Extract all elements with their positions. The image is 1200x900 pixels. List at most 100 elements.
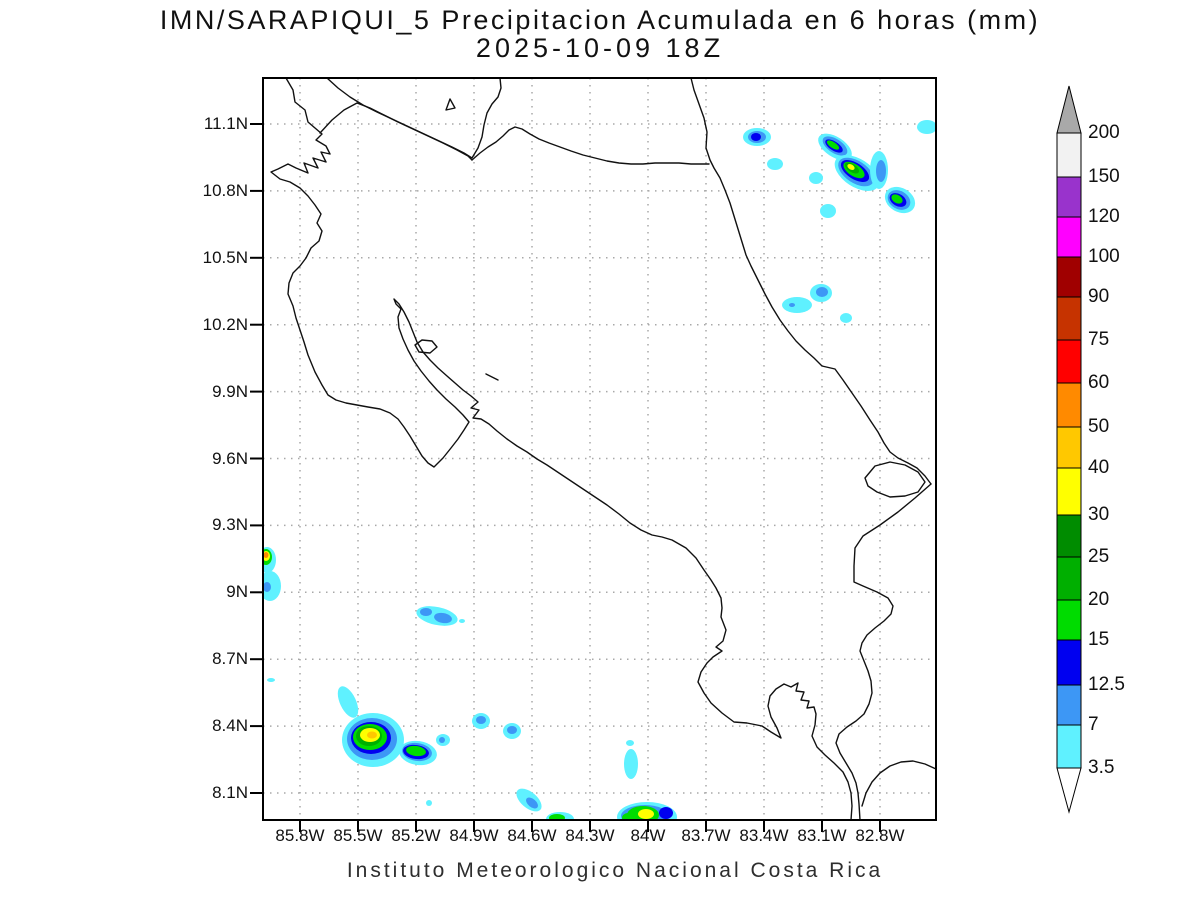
precip-cell-cyan (459, 619, 465, 623)
lat-tick-label: 10.8N (202, 180, 248, 200)
colorbar-tick-label: 100 (1088, 246, 1120, 267)
colorbar-segment (1056, 382, 1082, 428)
lon-tick-label: 82.8W (855, 826, 905, 845)
precip-cell-blue (816, 287, 828, 297)
precip-cell-green (622, 813, 634, 820)
pacific-coastline (270, 78, 853, 820)
precip-cell-green (891, 194, 903, 204)
chart-date-label: 2025-10-09 18Z (475, 33, 725, 63)
colorbar-segment (1056, 556, 1082, 601)
lon-tick-label: 83.1W (797, 826, 847, 845)
lon-tick-label: 85.2W (391, 826, 441, 845)
precip-cell-cyan (426, 800, 432, 806)
colorbar-segment (1056, 132, 1082, 178)
precip-cell-cyan (263, 571, 281, 601)
source-attribution: Instituto Meteorologico Nacional Costa R… (346, 859, 884, 882)
precip-cell-dblue (751, 133, 761, 141)
colorbar-tick-label: 200 (1088, 122, 1120, 143)
colorbar-segment (1056, 216, 1082, 258)
precip-cell-cyan (267, 678, 275, 682)
colorbar-tick-label: 20 (1088, 589, 1110, 610)
colorbar-arrow-down (1056, 767, 1082, 814)
colorbar-segment (1056, 426, 1082, 469)
colorbar-segment (1056, 256, 1082, 298)
colorbar-tick-label: 40 (1088, 457, 1110, 478)
colorbar-tick-label: 150 (1088, 166, 1120, 187)
precip-cell-green (549, 814, 565, 820)
colorbar-tick-label: 7 (1088, 714, 1099, 735)
precip-cell-cyan (840, 313, 852, 323)
nicaragua-border-line (319, 102, 473, 161)
colorbar-segment (1056, 339, 1082, 384)
precip-cell-cyan (782, 297, 812, 313)
precip-cell-green (826, 140, 840, 150)
colorbar-segment (1056, 467, 1082, 516)
lat-tick-label: 10.5N (202, 247, 248, 267)
colorbar-segment (1056, 724, 1082, 769)
colorbar-tick-label: 50 (1088, 416, 1110, 437)
precip-cell-cyan (767, 158, 783, 170)
lat-tick-label: 9.3N (212, 515, 248, 535)
lake-island-outline (445, 98, 456, 111)
precip-cell-blue (434, 612, 452, 624)
lon-tick-label: 83.7W (681, 826, 731, 845)
chart-title: IMN/SARAPIQUI_5 Precipitacion Acumulada … (159, 5, 1041, 35)
precip-cell-cyan (917, 120, 936, 134)
colorbar-segment (1056, 639, 1082, 686)
panama-pacific-coastline (861, 760, 936, 807)
lat-tick-label: 10.2N (202, 314, 248, 334)
lat-tick-label: 9N (226, 582, 248, 602)
colorbar-tick-label: 120 (1088, 206, 1120, 227)
plot-border (262, 77, 937, 821)
lat-tick-label: 11.1N (203, 114, 248, 133)
precip-cell-yellow (847, 163, 855, 171)
lat-tick-label: 8.4N (212, 716, 248, 736)
colorbar-tick-label: 90 (1088, 286, 1110, 307)
colorbar (1056, 85, 1082, 814)
colorbar-segment (1056, 599, 1082, 641)
precip-cell-orange (263, 552, 269, 558)
colorbar-segment (1056, 296, 1082, 341)
graticule-gridlines (263, 78, 936, 820)
lat-tick-label: 9.9N (212, 381, 248, 401)
axis-ticks (250, 123, 881, 832)
colorbar-tick-label: 75 (1088, 329, 1110, 350)
precip-cell-blue (876, 160, 886, 182)
lon-tick-label: 85.8W (275, 826, 325, 845)
colorbar-tick-label: 30 (1088, 504, 1110, 525)
precipitation-cells (263, 120, 936, 820)
colorbar-arrow-up (1056, 85, 1082, 134)
colorbar-segment (1056, 176, 1082, 218)
precip-cell-cyan (337, 686, 359, 718)
lake-nicaragua-shoreline (326, 78, 502, 159)
coastline-layer (270, 78, 936, 820)
precip-cell-yellow (638, 809, 654, 819)
lon-tick-label: 84W (630, 826, 666, 845)
lon-tick-label: 84.3W (565, 826, 615, 845)
colorbar-segment (1056, 514, 1082, 558)
precip-cell-blue (476, 716, 486, 724)
precip-cell-cyan (809, 172, 823, 184)
lon-tick-label: 84.9W (449, 826, 499, 845)
colorbar-tick-label: 3.5 (1088, 757, 1115, 778)
caribbean-coastline (690, 78, 932, 485)
precip-cell-blue (263, 582, 271, 592)
precip-cell-cyan (626, 740, 634, 746)
lat-tick-label: 8.7N (212, 649, 248, 669)
panama-border-line (835, 483, 932, 820)
colorbar-tick-label: 60 (1088, 372, 1110, 393)
colorbar-segment (1056, 684, 1082, 726)
precip-cell-green (406, 745, 426, 757)
lon-tick-label: 85.5W (333, 826, 383, 845)
san-juan-river-line (471, 126, 710, 165)
puntarenas-spit (485, 373, 499, 381)
precip-cell-blue (526, 797, 538, 809)
gulf-island-outline (414, 339, 438, 354)
precip-cell-gold (367, 731, 377, 739)
lon-tick-label: 83.4W (739, 826, 789, 845)
precip-cell-cyan (624, 749, 638, 779)
precip-cell-cyan (820, 204, 836, 218)
lon-tick-label: 84.6W (507, 826, 557, 845)
